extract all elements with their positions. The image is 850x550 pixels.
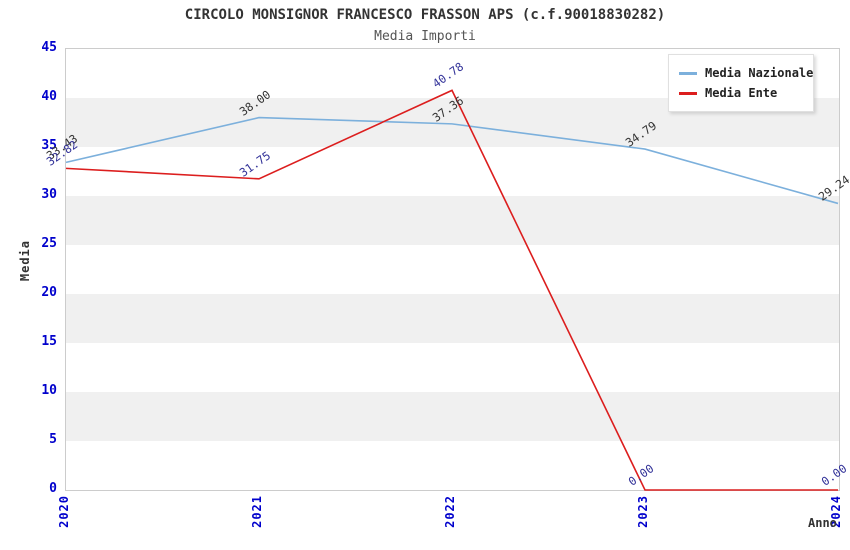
legend-label: Media Ente bbox=[705, 86, 778, 100]
legend-item-media-ente: Media Ente bbox=[679, 84, 813, 102]
legend-label: Media Nazionale bbox=[705, 66, 814, 80]
legend-line-swatch-red bbox=[679, 91, 697, 95]
y-tick-label: 10 bbox=[41, 383, 57, 398]
y-tick-label: 15 bbox=[41, 334, 57, 349]
chart-subtitle: Media Importi bbox=[374, 29, 476, 44]
x-axis-title: Anno bbox=[808, 516, 837, 530]
series-line-media-nazionale bbox=[65, 116, 839, 205]
y-tick-label: 5 bbox=[49, 432, 57, 447]
y-tick-label: 20 bbox=[41, 285, 57, 300]
y-tick-label: 40 bbox=[41, 89, 57, 104]
y-tick-label: 45 bbox=[41, 40, 57, 55]
x-tick-label: 2023 bbox=[636, 495, 650, 528]
series-line-media-ente bbox=[65, 89, 838, 491]
y-axis-title: Media bbox=[18, 240, 32, 282]
x-tick-label: 2020 bbox=[57, 495, 71, 528]
legend-line-swatch-blue bbox=[679, 71, 697, 75]
y-tick-label: 25 bbox=[41, 236, 57, 251]
chart-canvas bbox=[65, 89, 839, 491]
y-tick-label: 35 bbox=[41, 138, 57, 153]
x-tick-label: 2022 bbox=[443, 495, 457, 528]
plot-area bbox=[65, 48, 840, 491]
legend: Media Nazionale Media Ente bbox=[668, 54, 814, 112]
legend-item-media-nazionale: Media Nazionale bbox=[679, 64, 813, 82]
y-tick-label: 30 bbox=[41, 187, 57, 202]
chart-title: CIRCOLO MONSIGNOR FRANCESCO FRASSON APS … bbox=[184, 7, 666, 23]
y-tick-label: 0 bbox=[49, 481, 57, 496]
x-tick-label: 2021 bbox=[250, 495, 264, 528]
